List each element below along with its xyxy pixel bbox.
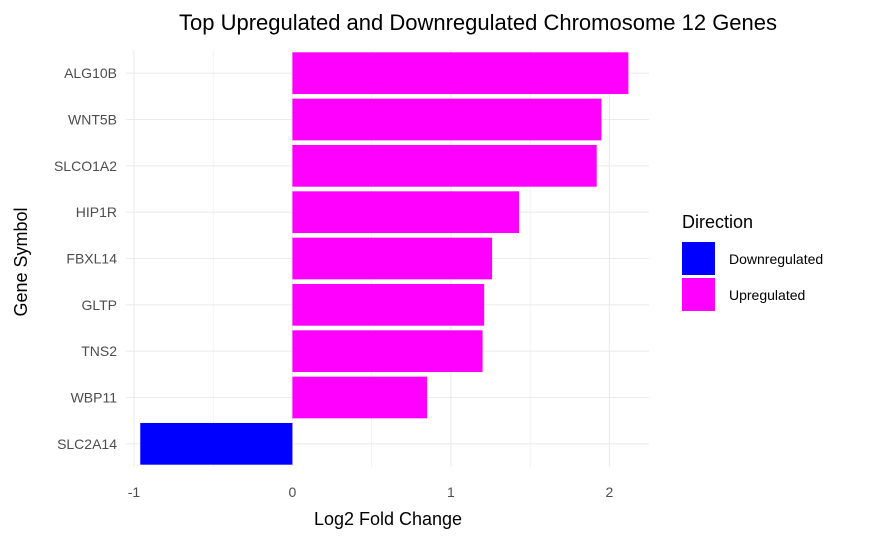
bar-alg10b xyxy=(292,52,629,95)
y-tick-label: WBP11 xyxy=(71,390,118,406)
y-tick-label: GLTP xyxy=(81,297,117,313)
bars xyxy=(140,52,629,465)
x-axis-title: Log2 Fold Change xyxy=(314,509,462,529)
y-tick-label: WNT5B xyxy=(68,112,117,128)
bar-wbp11 xyxy=(292,376,428,419)
legend-key-upregulated xyxy=(682,278,715,311)
x-tick-label: 0 xyxy=(289,484,297,500)
x-axis-ticks: -1 0 1 2 xyxy=(128,484,614,500)
legend-key-downregulated xyxy=(682,242,715,275)
legend: Direction Downregulated Upregulated xyxy=(682,212,823,311)
legend-title: Direction xyxy=(682,212,753,232)
y-axis-ticks: ALG10B WNT5B SLCO1A2 HIP1R FBXL14 GLTP TNS2 WBP… xyxy=(54,65,117,452)
y-tick-label: HIP1R xyxy=(76,204,117,220)
x-tick-label: 2 xyxy=(605,484,613,500)
x-tick-label: -1 xyxy=(128,484,141,500)
chart-title: Top Upregulated and Downregulated Chromo… xyxy=(179,10,777,35)
y-tick-label: SLC2A14 xyxy=(57,436,117,452)
bar-wnt5b xyxy=(292,98,602,141)
legend-label: Upregulated xyxy=(729,287,805,303)
bar-gltp xyxy=(292,283,485,326)
bar-hip1r xyxy=(292,191,520,234)
bar-slc2a14 xyxy=(140,422,293,465)
y-tick-label: SLCO1A2 xyxy=(54,158,117,174)
y-tick-label: TNS2 xyxy=(81,343,117,359)
legend-label: Downregulated xyxy=(729,251,823,267)
y-tick-label: FBXL14 xyxy=(66,251,117,267)
x-tick-label: 1 xyxy=(447,484,455,500)
y-axis-title: Gene Symbol xyxy=(11,207,31,316)
bar-slco1a2 xyxy=(292,144,597,187)
y-tick-label: ALG10B xyxy=(64,65,117,81)
bar-fbxl14 xyxy=(292,237,493,280)
bar-tns2 xyxy=(292,330,483,373)
